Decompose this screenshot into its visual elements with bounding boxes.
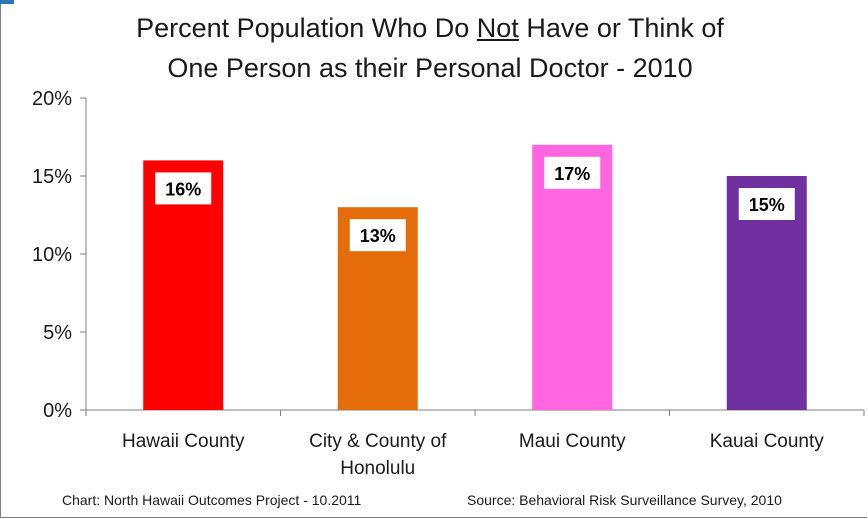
- category-label: Kauai County: [710, 431, 825, 452]
- data-label: 15%: [749, 195, 785, 215]
- data-label: 16%: [165, 179, 201, 199]
- data-label-box: [544, 156, 601, 189]
- data-label-box: [738, 188, 795, 220]
- data-label: 13%: [360, 226, 396, 246]
- bar-3: [532, 144, 613, 411]
- y-tick-label: 15%: [32, 166, 72, 188]
- category-label: Honolulu: [340, 458, 415, 479]
- category-label: City & County of: [309, 431, 447, 452]
- y-tick-label: 10%: [32, 244, 72, 266]
- y-tick-label: 0%: [43, 400, 72, 422]
- data-label-box: [155, 172, 212, 205]
- corner-accent: [0, 0, 14, 4]
- chart-title-line-2: One Person as their Personal Doctor - 20…: [167, 53, 693, 83]
- data-label-box: [349, 219, 406, 252]
- chart-title-line-1: Percent Population Who Do Not Have or Th…: [136, 13, 724, 43]
- y-tick-label: 20%: [32, 88, 72, 110]
- y-tick-label: 5%: [43, 322, 72, 344]
- source-credit: Source: Behavioral Risk Surveillance Sur…: [467, 492, 782, 508]
- data-label: 17%: [554, 164, 590, 184]
- category-label: Hawaii County: [122, 431, 245, 452]
- category-label: Maui County: [519, 431, 626, 452]
- title-emphasis: Not: [476, 13, 519, 43]
- chart-credit: Chart: North Hawaii Outcomes Project - 1…: [62, 492, 362, 508]
